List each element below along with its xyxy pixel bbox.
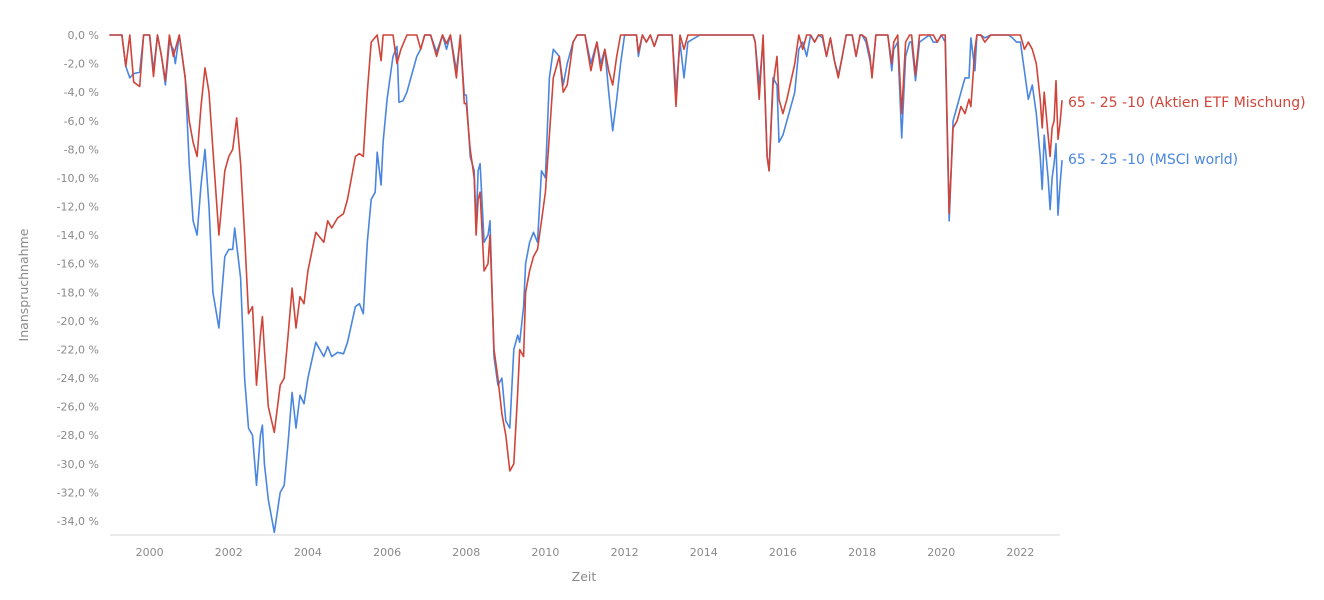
x-tick-label: 2002	[215, 546, 243, 559]
y-tick-label: -8,0 %	[64, 143, 99, 156]
y-tick-label: -18,0 %	[57, 286, 99, 299]
legend: 65 - 25 -10 (Aktien ETF Mischung) 65 - 25…	[1068, 95, 1306, 168]
y-tick-label: -12,0 %	[57, 201, 99, 214]
y-tick-label: -34,0 %	[57, 515, 99, 528]
x-tick-label: 2004	[294, 546, 322, 559]
y-tick-label: -14,0 %	[57, 229, 99, 242]
y-tick-label: -6,0 %	[64, 115, 99, 128]
y-tick-label: -32,0 %	[57, 486, 99, 499]
y-tick-label: -28,0 %	[57, 429, 99, 442]
legend-label-msci-world: 65 - 25 -10 (MSCI world)	[1068, 152, 1238, 168]
y-tick-label: -10,0 %	[57, 172, 99, 185]
series-lines	[109, 34, 1063, 534]
x-tick-label: 2020	[927, 546, 955, 559]
x-axis-ticks: 2000 2002 2004 2006 2008 2010 2012 2014 2016 2018…	[136, 546, 1035, 559]
y-tick-label: -26,0 %	[57, 401, 99, 414]
y-tick-label: 0,0 %	[68, 29, 99, 42]
y-tick-label: -22,0 %	[57, 343, 99, 356]
y-tick-label: -20,0 %	[57, 315, 99, 328]
x-tick-label: 2022	[1006, 546, 1034, 559]
y-tick-label: -24,0 %	[57, 372, 99, 385]
x-axis-title: Zeit	[572, 569, 597, 584]
x-tick-label: 2000	[136, 546, 164, 559]
y-tick-label: -30,0 %	[57, 458, 99, 471]
x-tick-label: 2016	[769, 546, 797, 559]
series-line-aktien-etf-mischung	[109, 34, 1063, 472]
legend-label-aktien-etf-mischung: 65 - 25 -10 (Aktien ETF Mischung)	[1068, 95, 1306, 111]
x-tick-label: 2006	[373, 546, 401, 559]
series-line-msci-world	[109, 34, 1063, 534]
y-axis-ticks: 0,0 % -2,0 % -4,0 % -6,0 % -8,0 % -10,0 % -12,…	[57, 29, 99, 528]
y-tick-label: -4,0 %	[64, 86, 99, 99]
y-tick-label: -2,0 %	[64, 58, 99, 71]
x-tick-label: 2008	[452, 546, 480, 559]
y-tick-label: -16,0 %	[57, 258, 99, 271]
y-axis-title: Inanspruchnahme	[16, 228, 31, 341]
x-tick-label: 2012	[611, 546, 639, 559]
x-tick-label: 2010	[531, 546, 559, 559]
x-tick-label: 2014	[690, 546, 718, 559]
x-tick-label: 2018	[848, 546, 876, 559]
